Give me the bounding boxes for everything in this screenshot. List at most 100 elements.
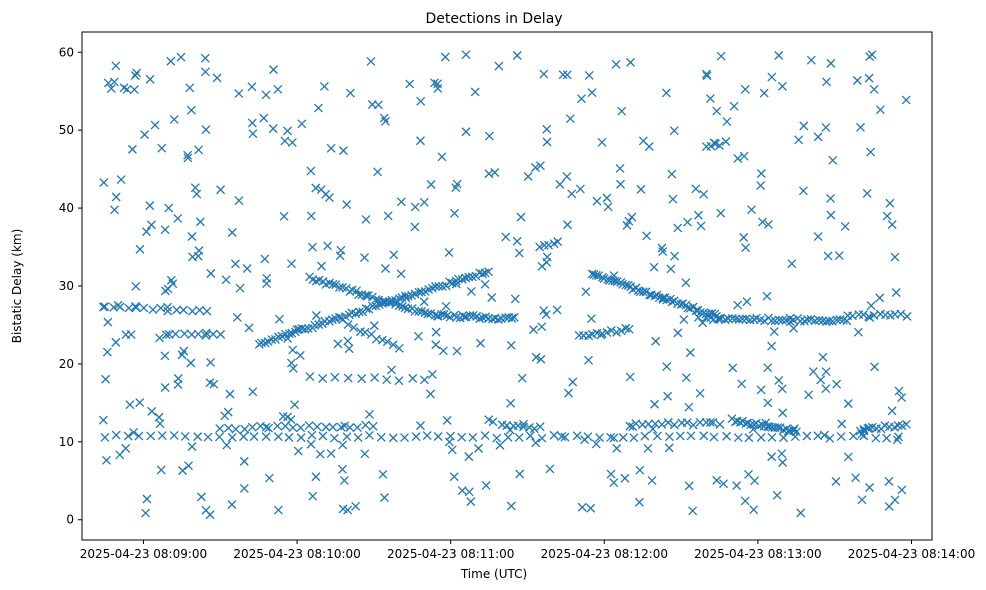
detection-point	[283, 412, 292, 422]
detection-point	[519, 419, 528, 429]
detection-point	[652, 431, 662, 441]
detection-point	[586, 503, 596, 513]
detection-point	[701, 69, 711, 79]
detection-point	[373, 167, 383, 177]
detection-point	[362, 291, 372, 301]
detection-point	[344, 344, 354, 354]
detection-point	[628, 422, 638, 432]
detection-point	[606, 432, 616, 442]
detection-point	[467, 272, 477, 282]
detection-point	[434, 281, 444, 291]
detection-point	[468, 433, 478, 442]
detection-point	[865, 483, 875, 492]
detection-point	[698, 318, 708, 328]
detection-point	[451, 279, 461, 289]
detection-point	[824, 316, 834, 326]
detection-point	[481, 480, 491, 490]
detection-point	[896, 309, 906, 319]
detection-point	[453, 274, 463, 284]
detection-point	[102, 455, 111, 465]
detection-point	[183, 150, 193, 160]
detection-point	[292, 325, 302, 334]
detection-point	[461, 50, 471, 60]
detection-point	[127, 144, 137, 154]
detection-point	[555, 179, 565, 189]
detection-point	[431, 282, 440, 291]
x-tick-label: 2025-04-23 08:12:00	[541, 547, 668, 561]
detection-point	[378, 469, 388, 479]
detection-point	[259, 113, 269, 123]
detection-point	[735, 418, 745, 427]
detection-point	[715, 141, 724, 151]
detection-point	[147, 406, 157, 416]
detection-point	[227, 228, 237, 237]
detection-point	[577, 94, 586, 104]
detection-point	[802, 431, 812, 441]
detection-point	[401, 293, 411, 303]
detection-point	[227, 432, 237, 442]
detection-point	[193, 432, 203, 442]
detection-point	[293, 446, 303, 456]
detection-point	[415, 136, 425, 146]
detection-point	[568, 377, 578, 387]
detection-point	[195, 305, 205, 315]
detection-point	[779, 433, 788, 443]
detection-point	[843, 452, 853, 462]
detection-point	[111, 430, 121, 440]
detection-point	[634, 497, 644, 507]
detection-point	[539, 69, 549, 79]
detection-point	[387, 365, 396, 375]
y-tick-label: 60	[59, 45, 74, 59]
detection-point	[338, 464, 347, 474]
detection-point	[777, 315, 787, 325]
detection-point	[902, 311, 912, 321]
detection-point	[664, 443, 674, 453]
detection-point	[264, 423, 274, 433]
detection-point	[490, 168, 500, 177]
detection-point	[638, 287, 648, 297]
detection-point	[688, 506, 698, 516]
detection-point	[865, 313, 875, 323]
detection-point	[410, 222, 420, 232]
detection-point	[464, 487, 474, 497]
detection-point	[816, 375, 826, 385]
detection-point	[290, 400, 300, 410]
detection-point	[826, 58, 836, 68]
detection-point	[134, 431, 144, 441]
detection-point	[216, 185, 226, 195]
detection-point	[201, 505, 211, 515]
detection-point	[734, 315, 744, 324]
detection-point	[123, 431, 133, 441]
detection-point	[433, 83, 443, 93]
detection-point	[201, 125, 211, 135]
detection-point	[843, 399, 853, 409]
detection-point	[777, 384, 787, 394]
detection-point	[205, 378, 215, 388]
detection-point	[131, 301, 140, 311]
detection-point	[821, 77, 831, 87]
detection-point	[684, 402, 694, 412]
detection-point	[305, 372, 315, 382]
detection-point	[343, 373, 353, 383]
x-tick-label: 2025-04-23 08:11:00	[387, 547, 514, 561]
detection-point	[248, 129, 258, 139]
detection-point	[184, 461, 194, 471]
detection-point	[139, 303, 149, 313]
detection-point	[423, 309, 433, 319]
detection-point	[364, 430, 374, 440]
detection-point	[840, 222, 850, 231]
detection-point	[539, 240, 549, 250]
detection-point	[539, 306, 549, 316]
detection-point	[296, 433, 306, 443]
detection-point	[670, 251, 680, 261]
detection-point	[279, 211, 289, 221]
detection-point	[684, 481, 694, 491]
detection-point	[140, 130, 150, 140]
detection-point	[612, 443, 622, 453]
detection-point	[274, 314, 284, 324]
detection-point	[553, 237, 563, 247]
detection-point	[506, 501, 516, 511]
detection-point	[100, 433, 110, 442]
detection-point	[584, 355, 593, 365]
